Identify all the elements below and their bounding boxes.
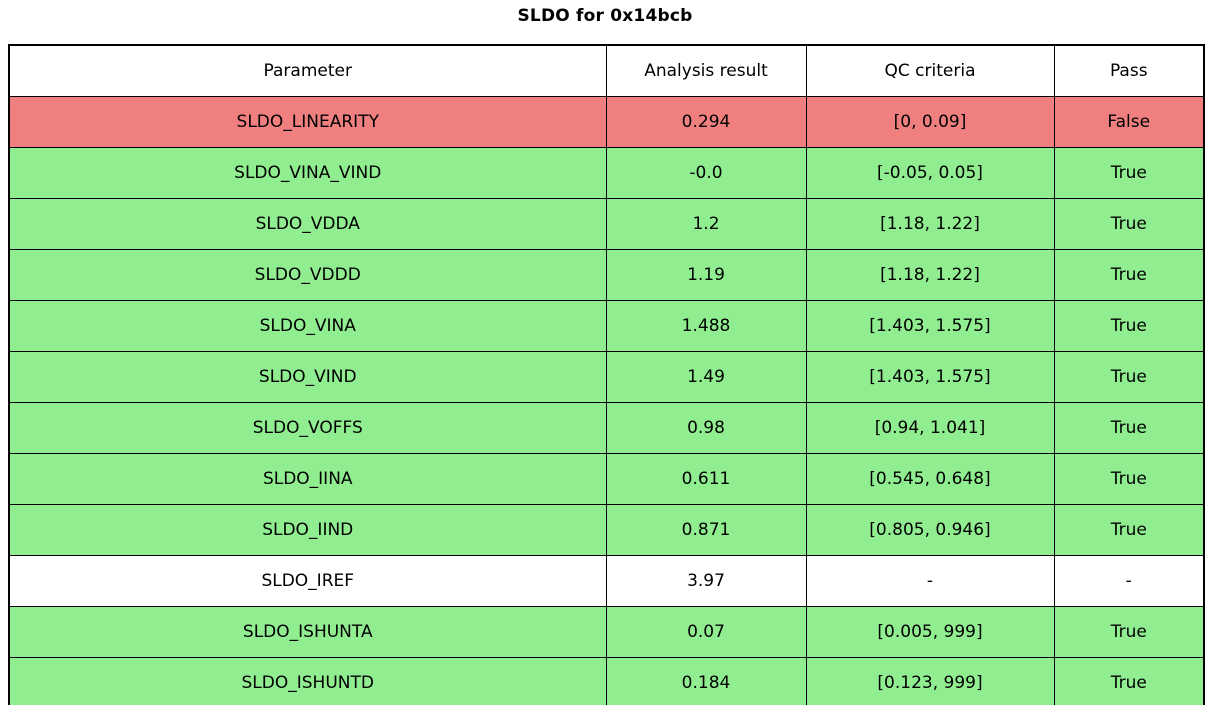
cell-parameter: SLDO_IINA — [8, 453, 607, 505]
table-row: SLDO_IINA 0.611 [0.545, 0.648] True — [8, 453, 1205, 505]
table-row: SLDO_IIND 0.871 [0.805, 0.946] True — [8, 504, 1205, 556]
column-header-qc-criteria: QC criteria — [805, 44, 1055, 97]
column-header-analysis-result: Analysis result — [605, 44, 807, 97]
cell-parameter: SLDO_VDDD — [8, 249, 607, 301]
cell-qc-criteria: - — [805, 555, 1055, 607]
cell-parameter: SLDO_IREF — [8, 555, 607, 607]
table-row: SLDO_VDDD 1.19 [1.18, 1.22] True — [8, 249, 1205, 301]
cell-pass: True — [1053, 198, 1205, 250]
cell-analysis-result: 0.07 — [605, 606, 807, 658]
cell-parameter: SLDO_LINEARITY — [8, 96, 607, 148]
cell-analysis-result: 3.97 — [605, 555, 807, 607]
cell-pass: True — [1053, 504, 1205, 556]
cell-pass: True — [1053, 453, 1205, 505]
cell-qc-criteria: [0.545, 0.648] — [805, 453, 1055, 505]
cell-qc-criteria: [0.005, 999] — [805, 606, 1055, 658]
cell-analysis-result: 0.294 — [605, 96, 807, 148]
header-row: Parameter Analysis result QC criteria Pa… — [8, 44, 1205, 97]
cell-qc-criteria: [0.123, 999] — [805, 657, 1055, 705]
table-row: SLDO_VOFFS 0.98 [0.94, 1.041] True — [8, 402, 1205, 454]
chart-title: SLDO for 0x14bcb — [517, 6, 693, 26]
table-row: SLDO_ISHUNTA 0.07 [0.005, 999] True — [8, 606, 1205, 658]
cell-qc-criteria: [1.403, 1.575] — [805, 300, 1055, 352]
table-row: SLDO_VINA_VIND -0.0 [-0.05, 0.05] True — [8, 147, 1205, 199]
table-row: SLDO_IREF 3.97 - - — [8, 555, 1205, 607]
cell-analysis-result: 1.19 — [605, 249, 807, 301]
cell-analysis-result: 0.184 — [605, 657, 807, 705]
cell-parameter: SLDO_ISHUNTD — [8, 657, 607, 705]
cell-qc-criteria: [-0.05, 0.05] — [805, 147, 1055, 199]
cell-parameter: SLDO_VIND — [8, 351, 607, 403]
cell-analysis-result: 1.2 — [605, 198, 807, 250]
cell-parameter: SLDO_VINA_VIND — [8, 147, 607, 199]
cell-qc-criteria: [1.18, 1.22] — [805, 198, 1055, 250]
qc-results-table: Parameter Analysis result QC criteria Pa… — [8, 44, 1205, 705]
cell-qc-criteria: [0.805, 0.946] — [805, 504, 1055, 556]
cell-analysis-result: 1.488 — [605, 300, 807, 352]
table-row: SLDO_VDDA 1.2 [1.18, 1.22] True — [8, 198, 1205, 250]
cell-qc-criteria: [1.18, 1.22] — [805, 249, 1055, 301]
cell-pass: True — [1053, 249, 1205, 301]
table-row: SLDO_VINA 1.488 [1.403, 1.575] True — [8, 300, 1205, 352]
cell-analysis-result: -0.0 — [605, 147, 807, 199]
cell-parameter: SLDO_VDDA — [8, 198, 607, 250]
cell-parameter: SLDO_VINA — [8, 300, 607, 352]
table-row: SLDO_VIND 1.49 [1.403, 1.575] True — [8, 351, 1205, 403]
cell-pass: False — [1053, 96, 1205, 148]
table-row: SLDO_LINEARITY 0.294 [0, 0.09] False — [8, 96, 1205, 148]
table-row: SLDO_ISHUNTD 0.184 [0.123, 999] True — [8, 657, 1205, 705]
cell-parameter: SLDO_VOFFS — [8, 402, 607, 454]
cell-qc-criteria: [0.94, 1.041] — [805, 402, 1055, 454]
cell-parameter: SLDO_IIND — [8, 504, 607, 556]
cell-pass: - — [1053, 555, 1205, 607]
cell-pass: True — [1053, 300, 1205, 352]
cell-pass: True — [1053, 606, 1205, 658]
cell-pass: True — [1053, 402, 1205, 454]
cell-pass: True — [1053, 147, 1205, 199]
cell-qc-criteria: [0, 0.09] — [805, 96, 1055, 148]
column-header-pass: Pass — [1053, 44, 1205, 97]
cell-pass: True — [1053, 351, 1205, 403]
cell-qc-criteria: [1.403, 1.575] — [805, 351, 1055, 403]
column-header-parameter: Parameter — [8, 44, 607, 97]
cell-analysis-result: 0.611 — [605, 453, 807, 505]
cell-analysis-result: 0.98 — [605, 402, 807, 454]
cell-analysis-result: 1.49 — [605, 351, 807, 403]
cell-parameter: SLDO_ISHUNTA — [8, 606, 607, 658]
cell-pass: True — [1053, 657, 1205, 705]
cell-analysis-result: 0.871 — [605, 504, 807, 556]
